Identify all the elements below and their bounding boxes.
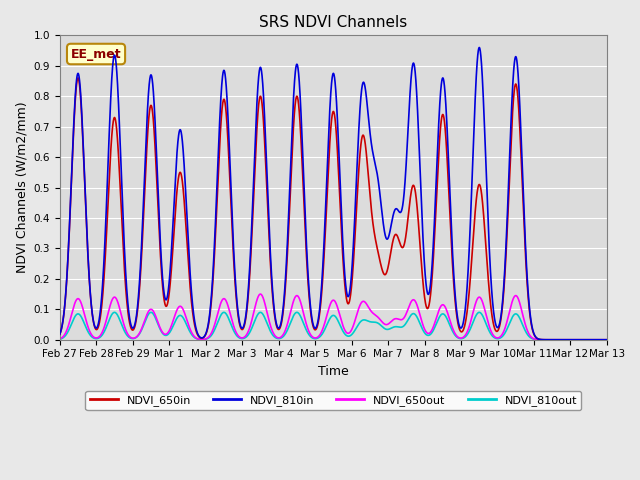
Text: EE_met: EE_met — [71, 48, 122, 60]
X-axis label: Time: Time — [318, 365, 349, 378]
Title: SRS NDVI Channels: SRS NDVI Channels — [259, 15, 408, 30]
Y-axis label: NDVI Channels (W/m2/mm): NDVI Channels (W/m2/mm) — [15, 102, 28, 273]
Legend: NDVI_650in, NDVI_810in, NDVI_650out, NDVI_810out: NDVI_650in, NDVI_810in, NDVI_650out, NDV… — [85, 391, 581, 410]
